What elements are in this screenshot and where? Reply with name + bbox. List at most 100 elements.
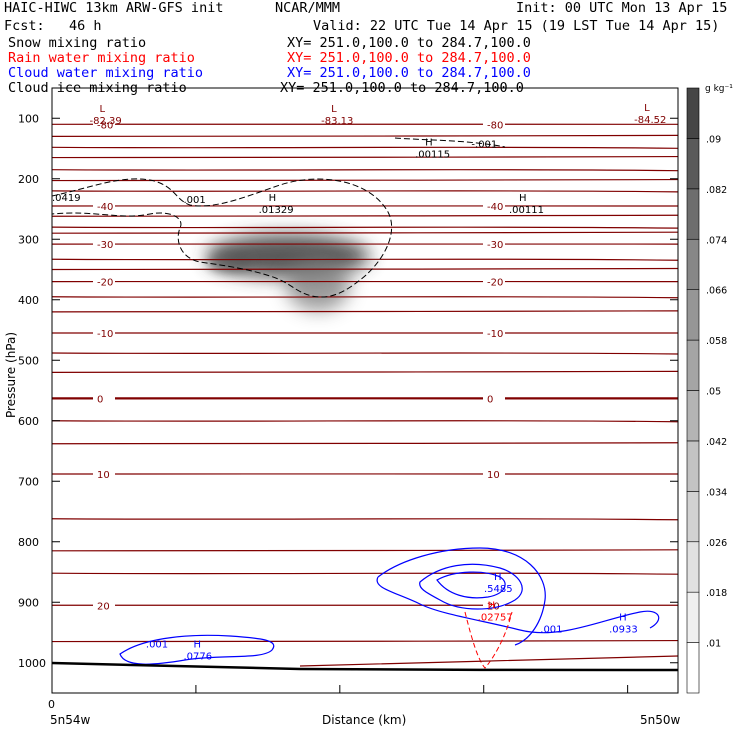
- rain-water-contour: [464, 611, 513, 669]
- isotherm-label: 0: [97, 394, 103, 405]
- colorbar-level-label: .066: [706, 286, 727, 297]
- isotherm-line: [52, 155, 678, 159]
- isotherm-line: [52, 267, 678, 271]
- snow-contour: [52, 178, 393, 298]
- isotherm--20: [52, 280, 678, 283]
- isotherm-line: [52, 214, 678, 218]
- isotherm-line: [52, 169, 678, 172]
- high-marker: H: [193, 640, 201, 651]
- isotherm-line: [52, 442, 678, 445]
- isotherm-10: [52, 473, 678, 475]
- isotherm-label: -10: [97, 329, 113, 340]
- colorbar-bin: [686, 289, 700, 341]
- high-marker: H: [494, 572, 502, 583]
- x-axis-end-label: 5n50w: [640, 713, 681, 727]
- high-marker-value: .02757: [478, 612, 513, 623]
- colorbar-level-label: .05: [706, 387, 721, 398]
- colorbar-bin: [686, 390, 700, 442]
- y-tick-label: 200: [18, 173, 39, 186]
- high-marker-value: .5485: [484, 584, 513, 595]
- isotherm-line: [52, 178, 678, 182]
- colorbar-bin: [686, 491, 700, 543]
- y-tick-label: 900: [18, 596, 39, 609]
- isotherm-line: [52, 296, 678, 299]
- contour-label: .001: [183, 195, 205, 206]
- isotherm-label: -40: [487, 202, 503, 213]
- isotherm-label: -20: [487, 278, 503, 289]
- high-marker-value: .00115: [415, 149, 450, 160]
- isotherm-label: -40: [97, 202, 113, 213]
- contour-label: -.001: [471, 139, 497, 150]
- isotherm-label: -80: [487, 120, 503, 131]
- isotherm-line: [52, 370, 678, 374]
- cloud-water-contour: [419, 563, 523, 610]
- colorbar-level-label: .01: [706, 639, 721, 650]
- isotherm-line: [52, 310, 678, 313]
- isotherm-line: [52, 549, 678, 552]
- colorbar-level-label: .026: [706, 538, 727, 549]
- field-name-snow: Snow mixing ratio: [8, 35, 147, 51]
- y-tick-label: 800: [18, 536, 39, 549]
- isotherm-label: 20: [487, 601, 500, 612]
- isotherm-label: -30: [487, 240, 503, 251]
- isotherm-label: 10: [97, 470, 110, 481]
- colorbar-level-label: .082: [706, 185, 727, 196]
- high-marker-value: .0933: [609, 624, 638, 635]
- low-marker: L: [100, 104, 106, 115]
- cloud-water-contour: [376, 576, 660, 634]
- field-xy-snow: XY= 251.0,100.0 to 284.7,100.0: [287, 35, 531, 51]
- y-tick-label: 100: [18, 112, 39, 125]
- low-marker-value: -83.13: [321, 116, 353, 127]
- colorbar-bin: [686, 238, 700, 290]
- cloud-water-contour-low: [119, 634, 275, 665]
- colorbar-level-label: .034: [706, 487, 727, 498]
- contour-label: .001: [540, 625, 562, 636]
- isotherm-line: [52, 518, 678, 521]
- isotherm-line: [52, 146, 678, 149]
- low-marker: L: [644, 103, 650, 114]
- isotherm-line: [52, 352, 678, 355]
- shaded-snow-lobe: [286, 259, 350, 311]
- y-tick-label: 700: [18, 475, 39, 488]
- isotherm-line: [52, 258, 678, 261]
- colorbar-unit: g kg⁻¹: [705, 84, 733, 94]
- isotherm--80: [52, 123, 678, 126]
- x-axis-title: Distance (km): [322, 713, 407, 727]
- field-xy-rain: XY= 251.0,100.0 to 284.7,100.0: [287, 50, 531, 66]
- forecast-hour: Fcst: 46 h: [4, 18, 102, 34]
- high-marker: H: [488, 600, 496, 611]
- colorbar-bin: [686, 642, 700, 694]
- cloud-water-contour: [377, 547, 546, 646]
- low-marker: L: [331, 104, 337, 115]
- field-xy-cloud-water: XY= 251.0,100.0 to 284.7,100.0: [287, 65, 531, 81]
- isotherm-0: [52, 396, 678, 400]
- isotherm-line: [52, 231, 678, 235]
- isotherm-label: -20: [97, 278, 113, 289]
- high-marker-value: .00111: [509, 205, 544, 216]
- isotherm-line: [52, 226, 678, 229]
- x-axis-zero-tick: 0: [48, 698, 55, 711]
- isotherm--30: [52, 243, 678, 245]
- colorbar-bin: [686, 138, 700, 190]
- isotherm-line: [52, 134, 678, 138]
- colorbar-bin: [686, 591, 700, 643]
- contour-label: .001: [146, 640, 168, 651]
- colorbar-bin: [686, 339, 700, 391]
- isotherm--40: [52, 205, 678, 207]
- high-marker: H: [619, 612, 627, 623]
- colorbar-bin: [686, 440, 700, 492]
- field-name-cloud-water: Cloud water mixing ratio: [8, 65, 204, 81]
- terrain-line: [52, 661, 678, 672]
- shaded-snow-west: [208, 252, 252, 272]
- model-title: HAIC-HIWC 13km ARW-GFS init: [4, 0, 224, 16]
- plot-frame: [51, 87, 679, 694]
- colorbar-level-label: .074: [706, 235, 727, 246]
- low-marker-value: -84.52: [634, 115, 666, 126]
- high-marker: H: [519, 193, 527, 204]
- contour-label: .0419: [52, 193, 81, 204]
- colorbar-bin: [686, 188, 700, 240]
- isotherm-line: [52, 639, 678, 643]
- isotherm-label: 0: [487, 394, 493, 405]
